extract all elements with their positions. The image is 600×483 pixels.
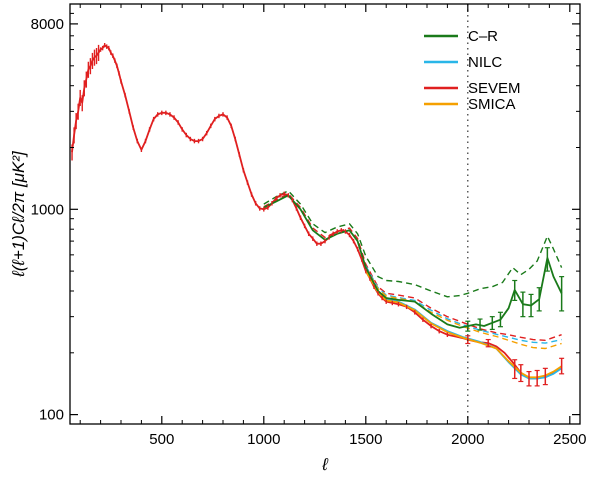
series-line-nilc [365, 268, 563, 380]
series-line-nilc-noise [365, 265, 562, 344]
y-tick-label-100: 100 [39, 407, 64, 424]
legend-label-sevem: SEVEM [468, 80, 521, 97]
x-tick-label-1500: 1500 [349, 431, 382, 448]
x-tick-label-2000: 2000 [451, 431, 484, 448]
error-bar-layer [71, 42, 565, 387]
x-tick-label-500: 500 [149, 431, 174, 448]
legend-label-smica: SMICA [468, 96, 516, 113]
y-axis-title: ℓ(ℓ+1)Cℓ/2π [μK²] [9, 150, 28, 278]
legend-label-nilc: NILC [468, 54, 502, 71]
series-line-c-r-noise [263, 190, 563, 298]
tick-layer: 500 1000 1500 2000 2500 100 1000 8000 [31, 4, 586, 448]
y-tick-label-1000: 1000 [31, 201, 64, 218]
series-line-sevem-noise [263, 193, 562, 341]
x-tick-label-2500: 2500 [553, 431, 586, 448]
series-line-c-r [263, 194, 563, 329]
plot-frame [69, 3, 581, 425]
legend: C–R NILC SEVEM SMICA [424, 28, 521, 113]
y-tick-label-8000: 8000 [31, 16, 64, 33]
legend-label-cr: C–R [468, 28, 498, 45]
x-tick-label-1000: 1000 [247, 431, 280, 448]
series-line-smica [365, 270, 563, 379]
x-axis-title: ℓ [321, 455, 328, 474]
